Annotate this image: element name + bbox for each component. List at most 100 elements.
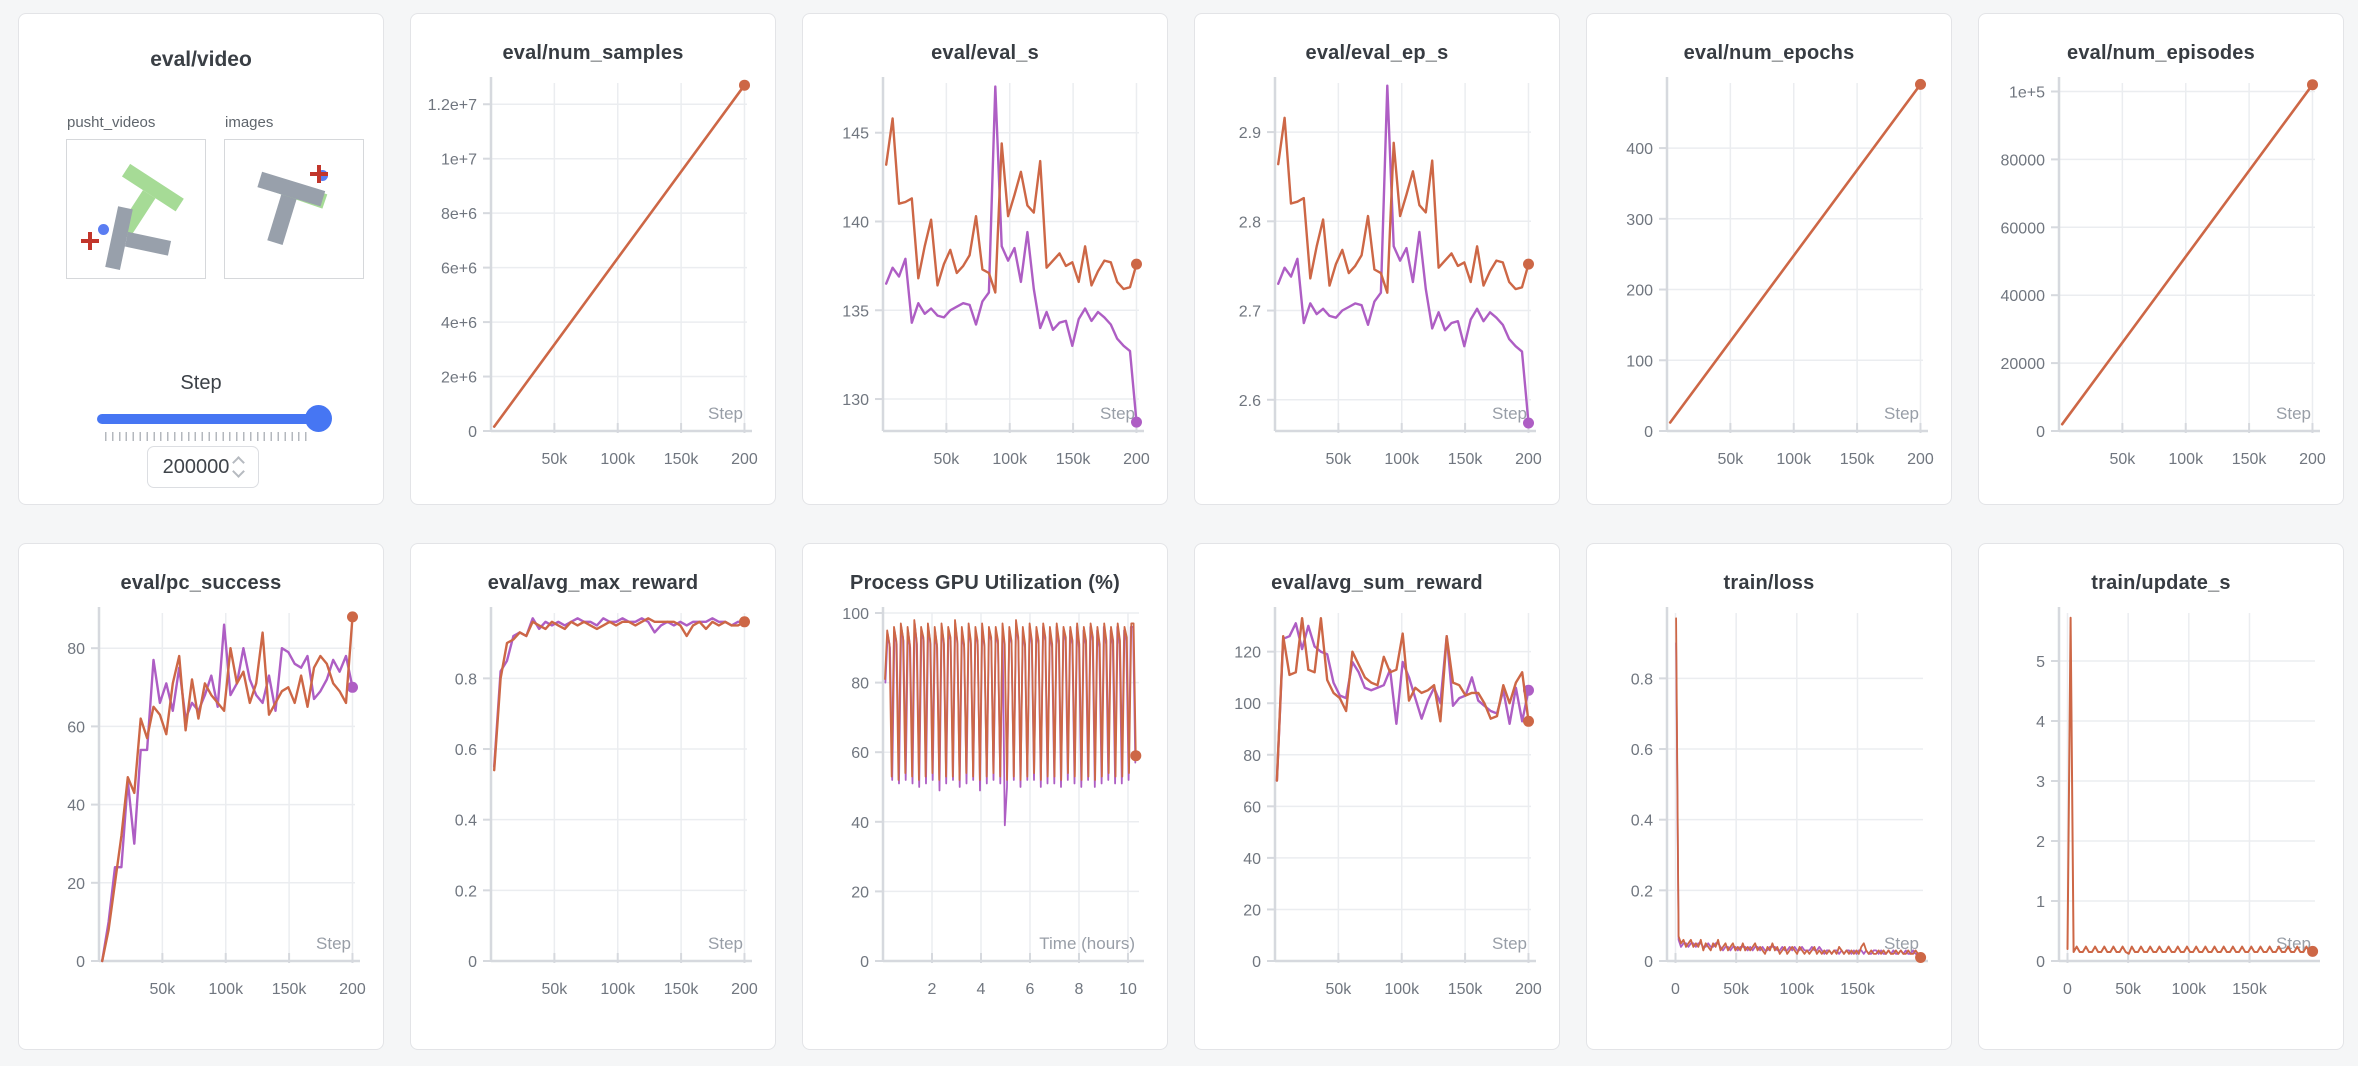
panel-eval-eval-ep-s[interactable]: eval/eval_ep_s 50k 100k 150k 200 2.6 2.7 2.8 2.… (1194, 13, 1560, 505)
chart-eval-avg-max-reward[interactable]: 50k 100k 150k 200 0 0.2 0.4 0.6 0.8 Step (411, 601, 776, 1021)
svg-text:2: 2 (928, 981, 937, 998)
step-number-input[interactable]: 200000 (147, 446, 259, 488)
video-thumbnail[interactable] (66, 139, 206, 279)
svg-text:Step: Step (2276, 934, 2311, 953)
svg-text:0: 0 (468, 954, 477, 971)
svg-text:1.2e+7: 1.2e+7 (428, 97, 477, 114)
svg-text:100k: 100k (1384, 981, 1420, 998)
svg-text:150k: 150k (664, 451, 700, 468)
svg-text:200: 200 (1515, 451, 1542, 468)
svg-text:0: 0 (1644, 424, 1653, 441)
svg-text:Step: Step (1492, 934, 1527, 953)
svg-text:0.8: 0.8 (455, 671, 477, 688)
panel-title: eval/num_epochs (1683, 42, 1855, 64)
chart-eval-num-epochs[interactable]: 50k 100k 150k 200 0 100 200 300 400 Step (1587, 71, 1952, 491)
media-item-images[interactable]: images (224, 114, 364, 279)
svg-text:8e+6: 8e+6 (441, 206, 477, 223)
panel-title: eval/eval_ep_s (1305, 42, 1449, 64)
step-value: 200000 (162, 455, 230, 478)
svg-text:150k: 150k (1448, 451, 1484, 468)
svg-text:100k: 100k (2168, 451, 2204, 468)
panel-eval-num-samples[interactable]: eval/num_samples 50k 100k 150k 200 0 2e+6 4e+6… (410, 13, 776, 505)
panel-train-update-s[interactable]: train/update_s 0 50k 100k 150k 0 1 2 3 4 5 Step (1978, 543, 2344, 1050)
svg-text:200: 200 (1515, 981, 1542, 998)
chart-eval-eval-s[interactable]: 50k 100k 150k 200 130 135 140 145 Step (803, 71, 1168, 491)
image-thumbnail[interactable] (224, 139, 364, 279)
svg-text:8: 8 (1075, 981, 1084, 998)
svg-text:100k: 100k (1779, 981, 1815, 998)
svg-text:60: 60 (851, 745, 869, 762)
chart-eval-num-samples[interactable]: 50k 100k 150k 200 0 2e+6 4e+6 6e+6 8e+6 1e+7 1.2e+… (411, 71, 776, 491)
svg-text:80: 80 (67, 641, 85, 658)
svg-text:50k: 50k (1723, 981, 1750, 998)
svg-text:1e+7: 1e+7 (441, 152, 477, 169)
panel-title: eval/video (150, 48, 252, 71)
svg-text:135: 135 (842, 303, 869, 320)
svg-text:0.2: 0.2 (1631, 883, 1653, 900)
chart-train-loss[interactable]: 0 50k 100k 150k 0 0.2 0.4 0.6 0.8 Step (1587, 601, 1952, 1021)
media-item-pusht-videos[interactable]: pusht_videos (66, 114, 206, 279)
svg-text:100: 100 (1234, 696, 1261, 713)
svg-text:150k: 150k (2232, 981, 2268, 998)
svg-text:20: 20 (1243, 902, 1261, 919)
svg-text:60: 60 (1243, 799, 1261, 816)
svg-text:1: 1 (2036, 894, 2045, 911)
goal-cross (310, 165, 328, 183)
svg-text:100k: 100k (208, 981, 244, 998)
panel-eval-video[interactable]: eval/video pusht_videos images (18, 13, 384, 505)
chart-eval-num-episodes[interactable]: 50k 100k 150k 200 0 20000 40000 60000 80000 1e+5 S… (1979, 71, 2344, 491)
panel-eval-avg-max-reward[interactable]: eval/avg_max_reward 50k 100k 150k 200 0 0.2 0.… (410, 543, 776, 1050)
panel-eval-num-episodes[interactable]: eval/num_episodes 50k 100k 150k 200 0 20000 40… (1978, 13, 2344, 505)
panel-gpu-utilization[interactable]: Process GPU Utilization (%) 2 4 6 8 10 0 20 40 6… (802, 543, 1168, 1050)
panel-eval-pc-success[interactable]: eval/pc_success 50k 100k 150k 200 0 20 40 60 80 S… (18, 543, 384, 1050)
chart-eval-eval-ep-s[interactable]: 50k 100k 150k 200 2.6 2.7 2.8 2.9 Step (1195, 71, 1560, 491)
svg-text:80: 80 (851, 676, 869, 693)
svg-text:4: 4 (2036, 714, 2045, 731)
svg-text:145: 145 (842, 126, 869, 143)
svg-text:200: 200 (731, 451, 758, 468)
svg-text:40: 40 (851, 815, 869, 832)
svg-text:20000: 20000 (2001, 356, 2046, 373)
svg-text:150k: 150k (272, 981, 308, 998)
agent-dot (98, 224, 109, 235)
svg-text:0: 0 (860, 954, 869, 971)
svg-text:0.4: 0.4 (1631, 813, 1653, 830)
svg-text:100k: 100k (1776, 451, 1812, 468)
chart-eval-avg-sum-reward[interactable]: 50k 100k 150k 200 0 20 40 60 80 100 120 Step (1195, 601, 1560, 1021)
svg-text:0: 0 (468, 424, 477, 441)
goal-cross (81, 232, 99, 250)
svg-text:100k: 100k (992, 451, 1028, 468)
step-slider-knob[interactable] (305, 405, 332, 432)
svg-text:20: 20 (67, 876, 85, 893)
svg-text:0: 0 (2036, 424, 2045, 441)
svg-text:Step: Step (1100, 404, 1135, 423)
chart-eval-pc-success[interactable]: 50k 100k 150k 200 0 20 40 60 80 Step (19, 601, 384, 1021)
svg-text:200: 200 (1123, 451, 1150, 468)
svg-text:100: 100 (842, 606, 869, 623)
svg-text:Step: Step (2276, 404, 2311, 423)
svg-text:80: 80 (1243, 748, 1261, 765)
svg-text:150k: 150k (1840, 451, 1876, 468)
panel-title: eval/avg_max_reward (487, 572, 699, 594)
panel-eval-eval-s[interactable]: eval/eval_s 50k 100k 150k 200 130 135 140 145 St… (802, 13, 1168, 505)
panel-title: eval/pc_success (120, 572, 282, 594)
step-slider-track[interactable] (97, 405, 332, 432)
svg-text:100k: 100k (1384, 451, 1420, 468)
svg-text:Step: Step (708, 934, 743, 953)
panel-eval-avg-sum-reward[interactable]: eval/avg_sum_reward 50k 100k 150k 200 0 20 40 6… (1194, 543, 1560, 1050)
panel-eval-num-epochs[interactable]: eval/num_epochs 50k 100k 150k 200 0 100 200 300… (1586, 13, 1952, 505)
svg-text:100k: 100k (2171, 981, 2207, 998)
stepper-arrows[interactable] (232, 456, 246, 478)
panel-train-loss[interactable]: train/loss 0 50k 100k 150k 0 0.2 0.4 0.6 0.8 Step (1586, 543, 1952, 1050)
svg-text:50k: 50k (541, 981, 568, 998)
gray-tee-shape (105, 206, 179, 278)
chart-train-update-s[interactable]: 0 50k 100k 150k 0 1 2 3 4 5 Step (1979, 601, 2344, 1021)
svg-text:150k: 150k (1840, 981, 1876, 998)
svg-text:50k: 50k (2115, 981, 2142, 998)
svg-text:2.6: 2.6 (1239, 393, 1261, 410)
svg-text:130: 130 (842, 392, 869, 409)
chevron-down-icon[interactable] (232, 465, 246, 478)
svg-text:2.9: 2.9 (1239, 125, 1261, 142)
svg-text:300: 300 (1626, 212, 1653, 229)
